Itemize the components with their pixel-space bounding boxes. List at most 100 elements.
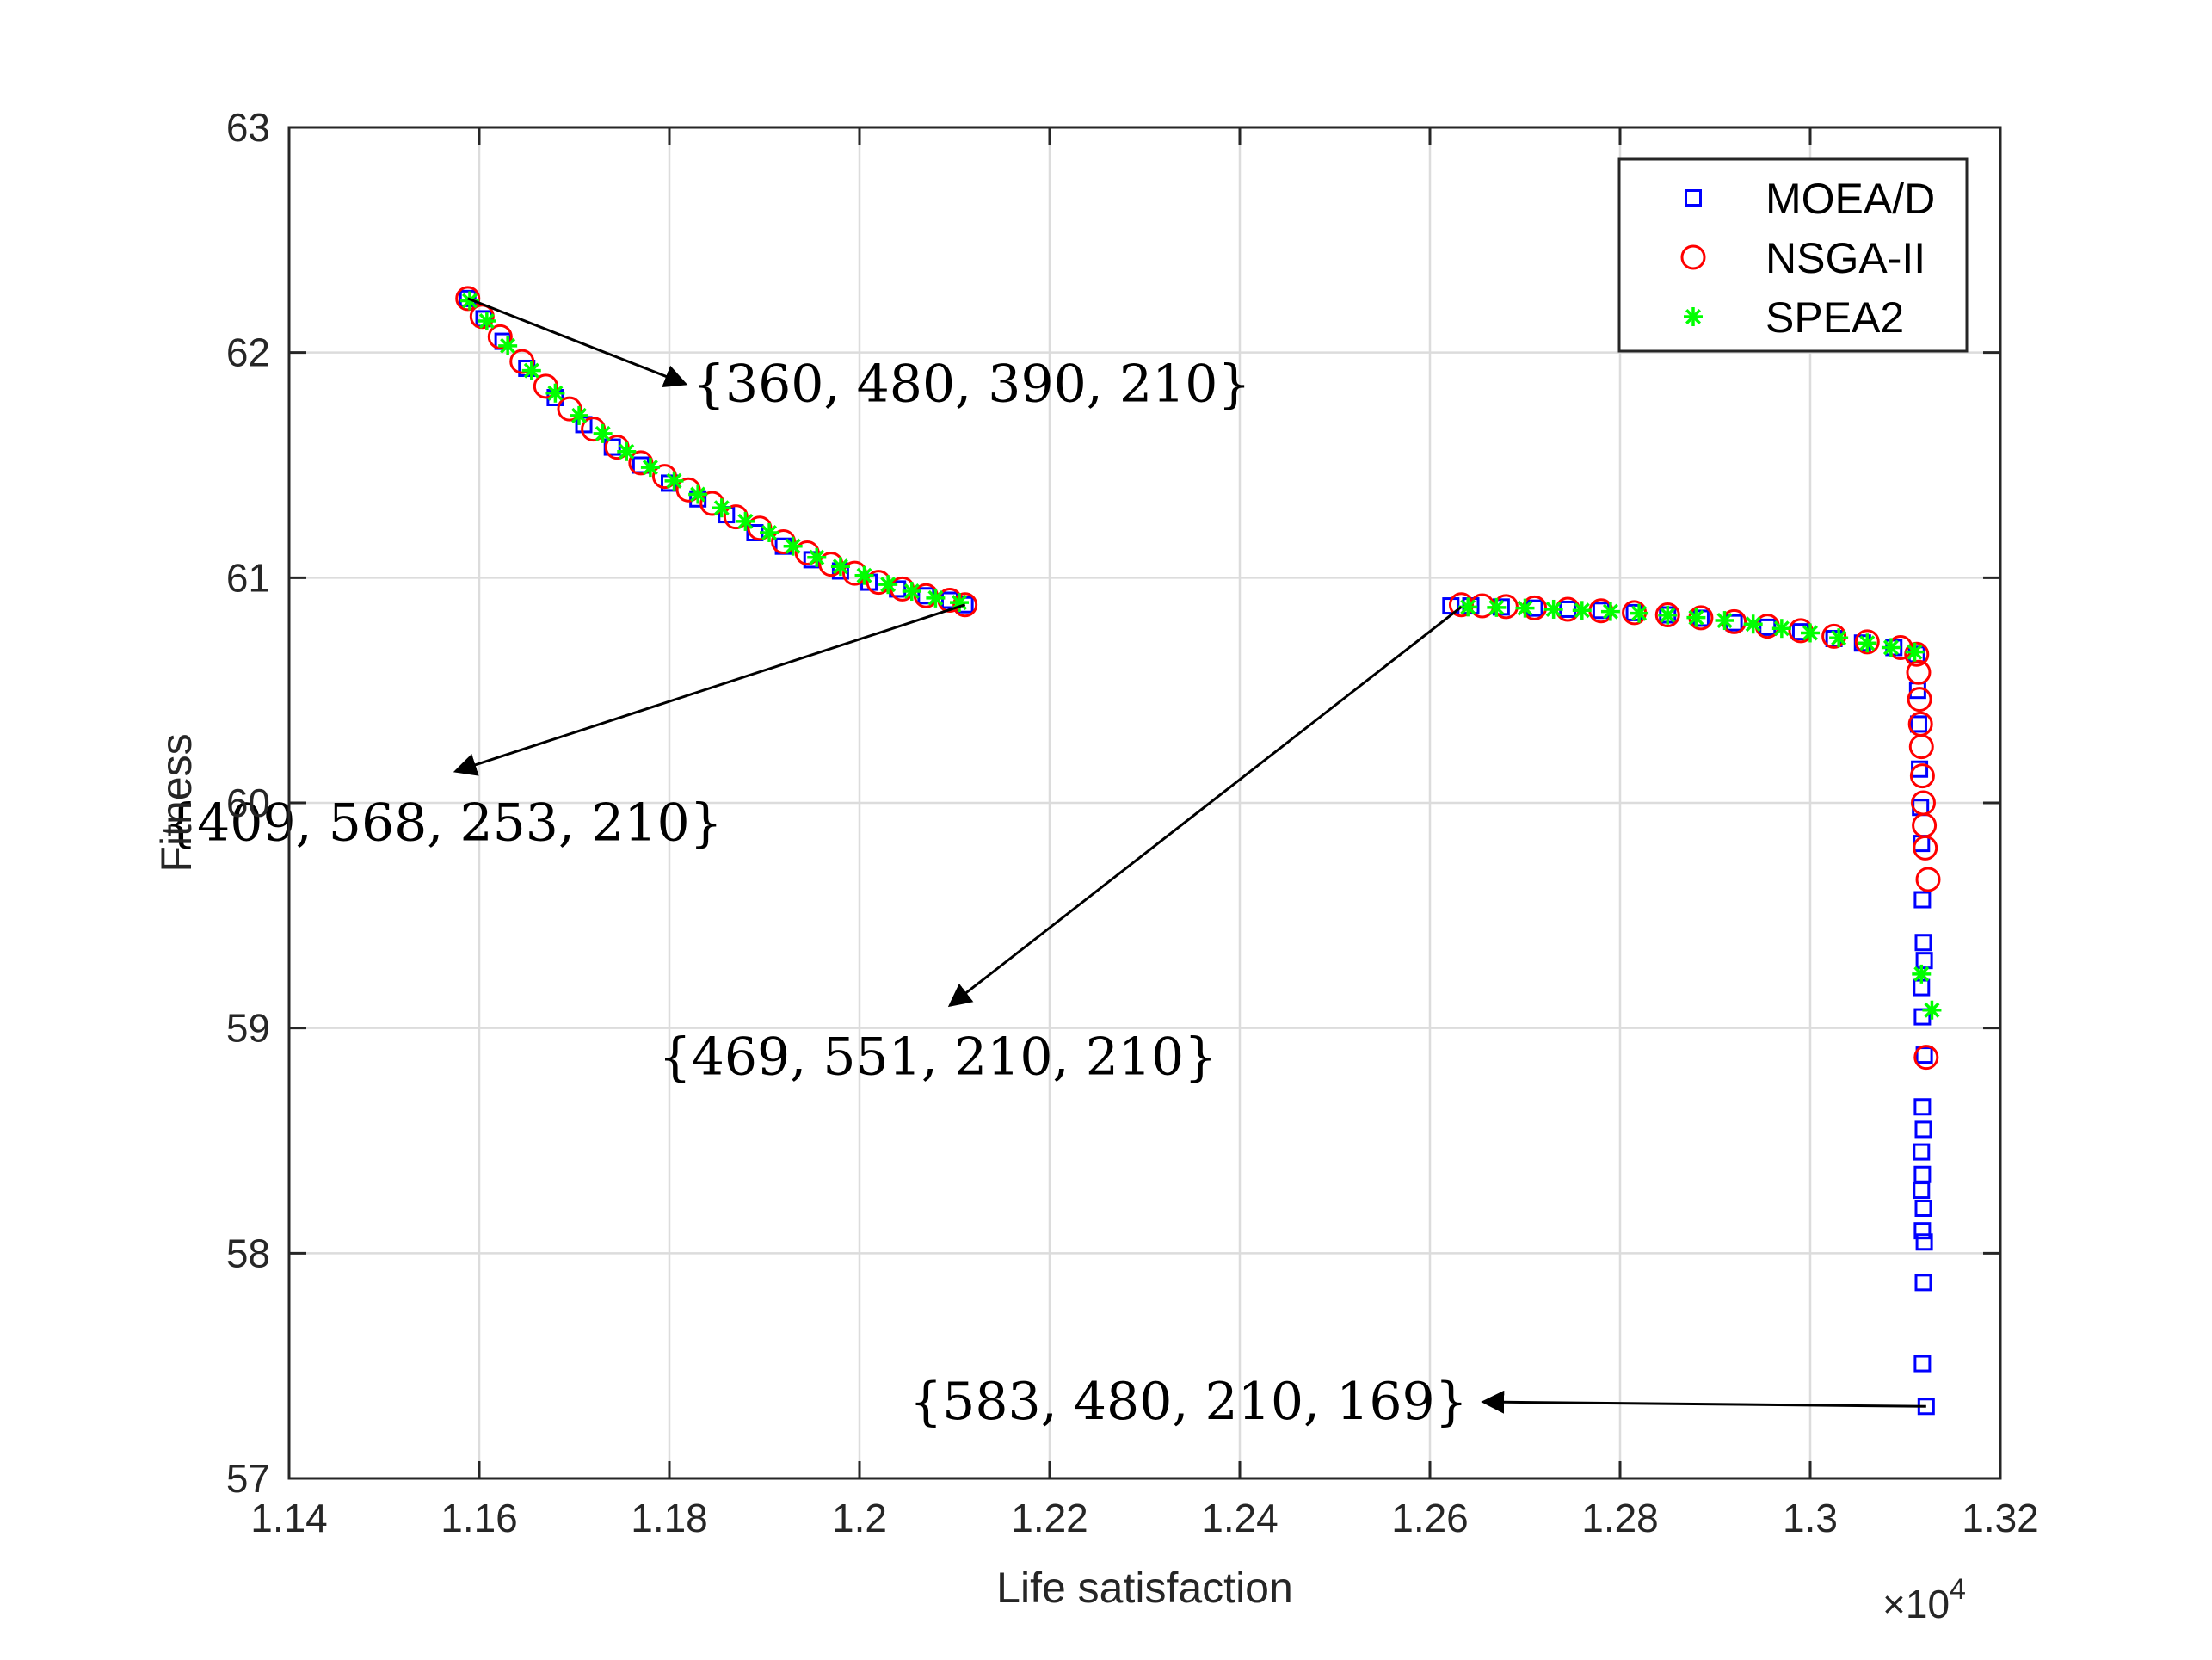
- data-point: [1829, 628, 1849, 648]
- data-point: [475, 310, 493, 328]
- y-tick-label: 63: [226, 105, 270, 150]
- legend-label: SPEA2: [1765, 293, 1904, 342]
- data-point: [664, 471, 684, 491]
- data-point: [1922, 1000, 1942, 1020]
- data-point: [902, 582, 921, 602]
- data-point: [926, 588, 946, 608]
- x-tick-label: 1.26: [1391, 1496, 1469, 1540]
- y-tick-label: 60: [226, 781, 270, 825]
- legend-item: MOEA/D: [1685, 175, 1935, 223]
- y-tick-label: 59: [226, 1006, 270, 1051]
- annotation-arrow: [1481, 1390, 1926, 1414]
- annotation-arrow: [947, 606, 1463, 1008]
- data-point: [1913, 835, 1938, 861]
- x-tick-label: 1.18: [631, 1496, 708, 1540]
- data-point: [640, 458, 660, 478]
- data-point: [477, 312, 496, 331]
- x-tick-label: 1.24: [1201, 1496, 1279, 1540]
- x-tick-label: 1.14: [250, 1496, 328, 1540]
- data-point: [1915, 1046, 1933, 1064]
- data-point: [1913, 1182, 1931, 1200]
- axis-ticks: [287, 126, 2002, 1480]
- legend-box: [1617, 157, 1969, 353]
- data-point: [604, 435, 630, 460]
- data-point: [575, 416, 593, 434]
- annotation: {583, 480, 210, 169}: [909, 1372, 1926, 1432]
- data-point: [455, 286, 481, 312]
- data-point: [1913, 891, 1932, 909]
- data-point: [628, 450, 654, 476]
- data-point: [1908, 734, 1934, 760]
- data-points: [455, 286, 1942, 1416]
- data-point: [1821, 623, 1847, 649]
- data-point: [1448, 592, 1474, 618]
- data-point: [1630, 603, 1649, 623]
- data-point: [878, 575, 898, 595]
- x-axis-exponent-power: 4: [1950, 1573, 1966, 1606]
- data-point: [1600, 602, 1620, 621]
- data-point: [952, 592, 978, 618]
- data-point: [1914, 934, 1932, 952]
- data-point: [1858, 633, 1877, 653]
- y-tick-labels: 57 58 59 60 61 62 63: [226, 105, 270, 1501]
- x-axis-exponent-base: ×10: [1882, 1582, 1950, 1626]
- data-point: [1913, 1355, 1932, 1373]
- data-point: [570, 405, 589, 425]
- data-point: [521, 361, 541, 380]
- data-point: [830, 557, 850, 577]
- data-point: [1913, 1143, 1931, 1161]
- data-point: [1515, 598, 1535, 618]
- data-point: [1904, 641, 1930, 667]
- data-point: [1915, 867, 1941, 892]
- annotation: {469, 551, 210, 210}: [659, 606, 1463, 1088]
- data-point: [675, 477, 701, 503]
- data-point: [1854, 629, 1880, 655]
- data-point: [1913, 1222, 1932, 1240]
- data-point: [593, 423, 613, 443]
- y-tick-label: 62: [226, 330, 270, 375]
- annotation: {360, 480, 390, 210}: [467, 297, 1251, 414]
- y-tick-label: 57: [226, 1456, 270, 1501]
- x-tick-label: 1.28: [1581, 1496, 1659, 1540]
- x-tick-label: 1.22: [1011, 1496, 1088, 1540]
- data-point: [1543, 599, 1563, 619]
- data-point: [1658, 605, 1678, 625]
- grid: [289, 127, 2000, 1478]
- legend-marker: [1685, 189, 1702, 207]
- data-point: [783, 536, 803, 556]
- x-axis-exponent: ×104: [1882, 1573, 1966, 1626]
- series-3: [459, 291, 1942, 1020]
- y-tick-label: 58: [226, 1231, 270, 1275]
- data-point: [581, 417, 607, 442]
- data-point: [1686, 608, 1706, 627]
- legend-marker: [1684, 307, 1703, 326]
- data-point: [1907, 687, 1932, 713]
- data-point: [1771, 619, 1791, 639]
- data-point: [760, 523, 779, 542]
- data-point: [617, 441, 637, 461]
- legend-label: NSGA-II: [1765, 234, 1925, 282]
- data-point: [1909, 715, 1927, 733]
- data-point: [1909, 763, 1935, 789]
- legend: MOEA/D NSGA-II SPEA2: [1617, 157, 1969, 353]
- y-tick-label: 61: [226, 555, 270, 600]
- y-axis-label: Fitness: [152, 733, 200, 872]
- data-point: [1715, 611, 1734, 631]
- data-point: [545, 383, 565, 403]
- data-point: [1572, 601, 1592, 620]
- data-point: [557, 396, 582, 422]
- x-tick-label: 1.3: [1783, 1496, 1838, 1540]
- data-point: [1881, 638, 1901, 657]
- annotation: {409, 568, 253, 210}: [164, 603, 966, 853]
- data-point: [1914, 1120, 1932, 1139]
- data-point: [1743, 614, 1763, 634]
- data-point: [1914, 1274, 1932, 1292]
- data-point: [1912, 964, 1932, 984]
- data-point: [1801, 623, 1820, 643]
- data-point: [533, 373, 558, 399]
- annotations: {360, 480, 390, 210} {409, 568, 253, 210}…: [164, 297, 1926, 1432]
- legend-marker: [1680, 244, 1706, 270]
- data-point: [794, 540, 820, 566]
- x-axis-label: Life satisfaction: [996, 1564, 1293, 1612]
